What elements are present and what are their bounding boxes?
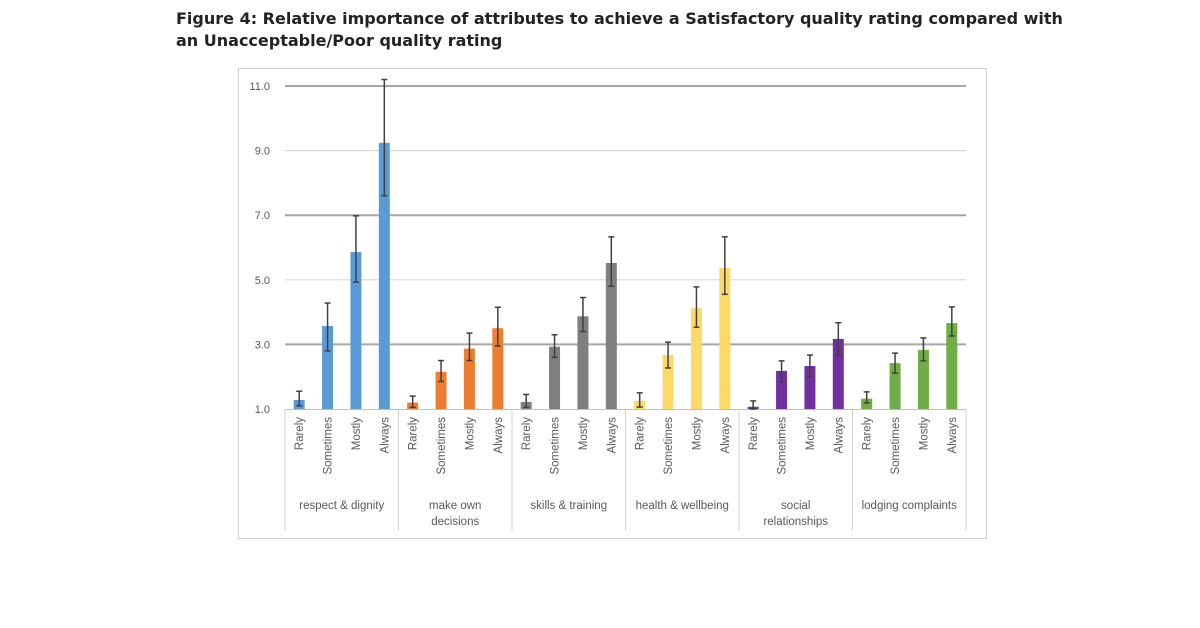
- x-tick-label: Always: [493, 417, 505, 454]
- group-label: skills & training: [530, 500, 607, 512]
- group-label: social: [781, 500, 810, 512]
- x-tick-label: Rarely: [748, 417, 760, 450]
- y-tick-label: 9.0: [255, 146, 270, 158]
- y-tick-label: 5.0: [255, 275, 270, 287]
- x-tick-label: Rarely: [635, 417, 647, 450]
- group-label: lodging complaints: [862, 500, 958, 512]
- chart-title: Figure 4: Relative importance of attribu…: [176, 8, 1076, 52]
- x-tick-label: Rarely: [521, 417, 533, 450]
- y-tick-label: 11.0: [249, 81, 270, 93]
- bar: [804, 366, 816, 409]
- y-tick-label: 7.0: [255, 210, 270, 222]
- x-tick-label: Rarely: [408, 417, 420, 450]
- x-tick-label: Always: [606, 417, 618, 454]
- bar: [322, 325, 334, 409]
- x-tick-label: Sometimes: [436, 417, 448, 475]
- x-tick-label: Sometimes: [323, 417, 335, 475]
- x-tick-label: Mostly: [464, 417, 476, 450]
- bar: [776, 370, 788, 409]
- group-label: relationships: [763, 516, 828, 528]
- bar: [549, 346, 561, 409]
- group-label: respect & dignity: [299, 500, 384, 512]
- group-label: health & wellbeing: [636, 500, 729, 512]
- chart-title-line: Figure 4: Relative importance of attribu…: [176, 9, 1063, 28]
- group-label: decisions: [431, 516, 479, 528]
- x-tick-label: Always: [379, 417, 391, 454]
- x-tick-label: Always: [947, 417, 959, 454]
- bar: [435, 371, 447, 409]
- bar: [492, 328, 504, 409]
- chart-title-line: an Unacceptable/Poor quality rating: [176, 31, 503, 50]
- x-tick-label: Mostly: [918, 417, 930, 450]
- x-tick-label: Rarely: [862, 417, 874, 450]
- bar: [605, 263, 617, 409]
- bar: [917, 349, 929, 409]
- bar: [832, 338, 844, 409]
- x-tick-label: Mostly: [691, 417, 703, 450]
- bar: [690, 308, 702, 409]
- x-tick-label: Sometimes: [777, 417, 789, 475]
- bar: [719, 267, 731, 409]
- bar: [861, 398, 873, 409]
- bar: [350, 252, 362, 409]
- bar: [378, 142, 390, 409]
- group-label: make own: [429, 500, 481, 512]
- bar: [946, 323, 958, 409]
- x-tick-label: Mostly: [805, 417, 817, 450]
- bar: [463, 348, 475, 409]
- bar: [577, 316, 589, 409]
- x-tick-label: Always: [833, 417, 845, 454]
- x-tick-label: Sometimes: [550, 417, 562, 475]
- x-tick-label: Mostly: [351, 417, 363, 450]
- x-tick-label: Sometimes: [663, 417, 675, 475]
- bar: [662, 355, 674, 409]
- x-tick-label: Always: [720, 417, 732, 454]
- x-tick-label: Rarely: [294, 417, 306, 450]
- y-tick-label: 3.0: [255, 339, 270, 351]
- x-tick-label: Mostly: [578, 417, 590, 450]
- y-tick-label: 1.0: [255, 404, 270, 416]
- bar: [889, 363, 901, 409]
- x-tick-label: Sometimes: [890, 417, 902, 475]
